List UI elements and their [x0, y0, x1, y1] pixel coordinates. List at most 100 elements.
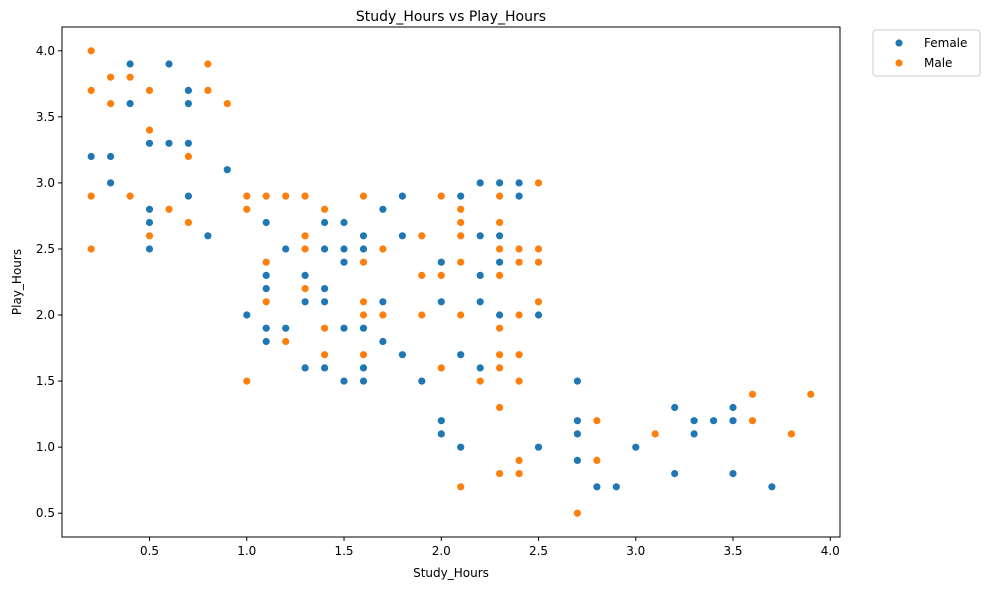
- point-female: [87, 152, 95, 161]
- point-female: [340, 324, 348, 332]
- point-female: [476, 298, 484, 306]
- point-male: [476, 377, 484, 385]
- point-female: [321, 218, 329, 227]
- point-female: [476, 232, 484, 240]
- point-male: [515, 311, 523, 319]
- point-female: [359, 324, 368, 332]
- x-tick-label: 3.5: [723, 544, 742, 558]
- point-female: [184, 192, 192, 200]
- point-female: [359, 245, 368, 253]
- point-female: [418, 377, 426, 385]
- point-female: [262, 271, 270, 279]
- point-male: [87, 86, 95, 94]
- y-tick-label: 2.5: [36, 242, 55, 256]
- x-axis: 0.5 1.0 1.5 2.0 2.5 3.0 3.5 4.0: [140, 537, 840, 558]
- point-male: [496, 192, 504, 200]
- point-male: [262, 192, 270, 200]
- point-female: [379, 337, 387, 346]
- point-female: [321, 298, 329, 306]
- point-female: [359, 232, 368, 240]
- point-female: [243, 311, 251, 319]
- point-male: [807, 390, 815, 398]
- point-male: [418, 311, 426, 319]
- point-female: [437, 430, 445, 438]
- point-male: [262, 298, 270, 306]
- point-female: [262, 218, 270, 227]
- point-female: [729, 417, 737, 425]
- point-female: [145, 218, 154, 227]
- point-female: [379, 205, 387, 213]
- point-female: [262, 337, 270, 346]
- point-female: [321, 285, 329, 293]
- x-tick-label: 2.0: [432, 544, 451, 558]
- point-male: [359, 351, 368, 359]
- point-male: [457, 258, 465, 266]
- point-male: [496, 351, 504, 359]
- point-male: [515, 245, 523, 253]
- point-male: [496, 245, 504, 253]
- point-male: [107, 100, 115, 108]
- point-female: [573, 456, 582, 464]
- point-male: [301, 232, 309, 240]
- point-male: [437, 192, 445, 200]
- point-male: [243, 205, 251, 213]
- point-female: [321, 364, 329, 372]
- point-male: [787, 430, 796, 438]
- point-female: [534, 311, 543, 319]
- point-female: [301, 364, 309, 372]
- point-female: [340, 218, 348, 227]
- point-male: [457, 205, 465, 213]
- point-male: [301, 285, 309, 293]
- point-male: [126, 192, 134, 200]
- point-male: [282, 192, 290, 200]
- point-female: [671, 470, 679, 478]
- point-female: [107, 152, 115, 161]
- point-male: [321, 205, 329, 213]
- point-male: [379, 311, 387, 319]
- point-male: [321, 324, 329, 332]
- point-female: [573, 417, 582, 425]
- point-female: [184, 100, 192, 108]
- point-female: [282, 245, 290, 253]
- point-male: [496, 470, 504, 478]
- point-male: [145, 126, 154, 134]
- point-male: [515, 377, 523, 385]
- point-male: [145, 232, 154, 240]
- point-male: [534, 258, 543, 266]
- point-female: [457, 443, 465, 451]
- point-male: [748, 417, 757, 425]
- point-female: [184, 86, 192, 94]
- point-male: [301, 245, 309, 253]
- point-female: [476, 364, 484, 372]
- point-female: [145, 245, 154, 253]
- point-female: [340, 377, 348, 385]
- y-tick-label: 1.0: [36, 440, 55, 454]
- point-male: [496, 324, 504, 332]
- point-female: [690, 417, 698, 425]
- point-female: [437, 417, 445, 425]
- point-female: [262, 285, 270, 293]
- x-tick-label: 2.5: [529, 544, 548, 558]
- y-tick-label: 4.0: [36, 44, 55, 58]
- point-male: [515, 351, 523, 359]
- point-male: [184, 152, 192, 161]
- x-tick-label: 0.5: [140, 544, 159, 558]
- point-male: [243, 377, 251, 385]
- point-male: [243, 192, 251, 200]
- point-female: [496, 258, 504, 266]
- point-female: [515, 179, 523, 187]
- point-female: [534, 443, 543, 451]
- point-female: [126, 100, 134, 108]
- point-female: [340, 245, 348, 253]
- point-female: [476, 179, 484, 187]
- point-female: [573, 377, 582, 385]
- point-female: [165, 139, 173, 147]
- point-male: [87, 245, 95, 253]
- point-male: [321, 351, 329, 359]
- point-female: [729, 403, 737, 412]
- legend-label-female: Female: [924, 36, 967, 50]
- point-female: [457, 351, 465, 359]
- point-male: [145, 86, 154, 94]
- point-female: [107, 179, 115, 187]
